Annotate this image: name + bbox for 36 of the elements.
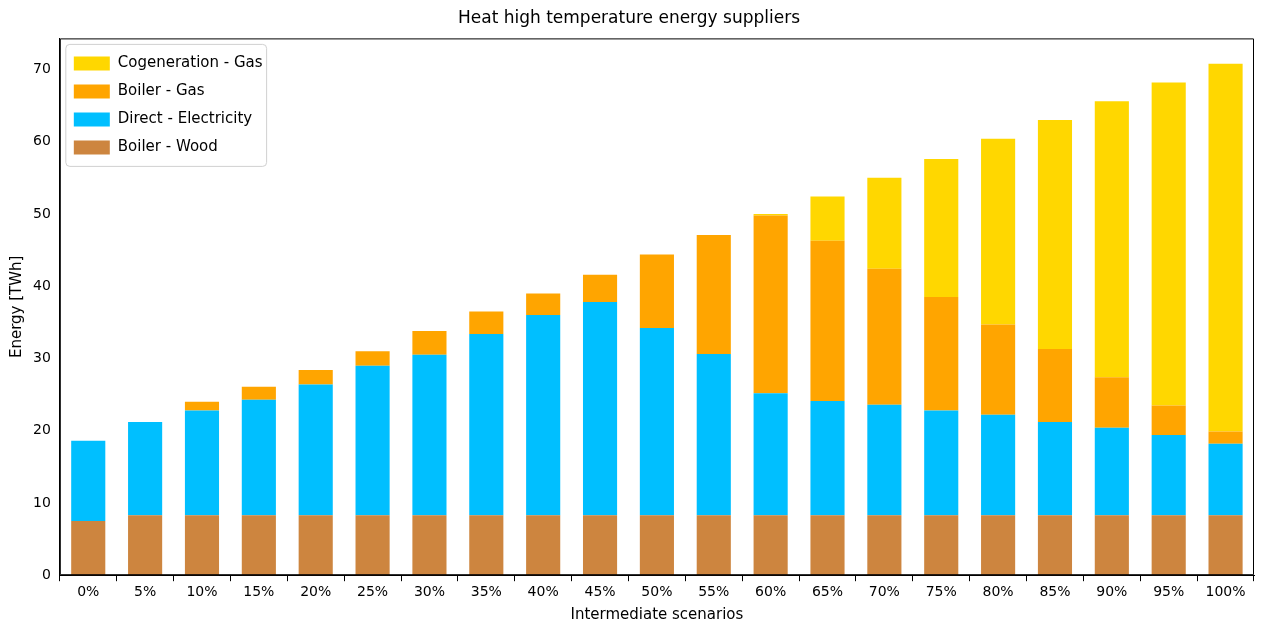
x-tick-label: 80% bbox=[982, 583, 1014, 600]
x-tick-label: 65% bbox=[811, 583, 844, 600]
x-tick-label: 95% bbox=[1153, 583, 1185, 600]
legend-label: Boiler - Wood bbox=[117, 137, 218, 156]
x-tick-label: 35% bbox=[470, 583, 502, 600]
x-tick-label: 30% bbox=[413, 583, 446, 600]
x-tick-label: 25% bbox=[357, 583, 389, 600]
legend-label: Boiler - Gas bbox=[117, 81, 205, 100]
x-tick-label: 0% bbox=[77, 583, 100, 600]
x-tick-label: 15% bbox=[243, 583, 275, 600]
y-tick-label: 0 bbox=[41, 565, 51, 582]
x-tick-label: 100% bbox=[1205, 583, 1246, 600]
y-tick-label: 70 bbox=[32, 60, 51, 77]
chart-title: Heat high temperature energy suppliers bbox=[457, 6, 801, 27]
y-tick-label: 60 bbox=[32, 132, 51, 149]
y-tick-label: 40 bbox=[32, 276, 51, 293]
y-tick-label: 10 bbox=[32, 493, 51, 510]
x-tick-label: 45% bbox=[584, 583, 616, 600]
x-tick-label: 10% bbox=[186, 583, 218, 600]
x-tick-label: 70% bbox=[868, 583, 900, 600]
x-tick-label: 75% bbox=[925, 583, 957, 600]
y-tick-label: 30 bbox=[32, 349, 51, 366]
y-tick-label: 50 bbox=[32, 204, 51, 221]
y-tick-label: 20 bbox=[32, 421, 51, 438]
legend-label: Direct - Electricity bbox=[117, 109, 253, 128]
x-tick-label: 85% bbox=[1039, 583, 1071, 600]
legend-label: Cogeneration - Gas bbox=[117, 53, 263, 72]
x-tick-label: 20% bbox=[300, 583, 332, 600]
x-tick-label: 40% bbox=[527, 583, 559, 600]
x-tick-label: 90% bbox=[1096, 583, 1128, 600]
x-tick-label: 50% bbox=[641, 583, 673, 600]
x-tick-label: 5% bbox=[134, 583, 157, 600]
x-tick-label: 60% bbox=[755, 583, 787, 600]
y-axis-title: Energy [TWh] bbox=[6, 255, 25, 359]
x-axis-title: Intermediate scenarios bbox=[570, 604, 744, 623]
x-tick-label: 55% bbox=[698, 583, 730, 600]
